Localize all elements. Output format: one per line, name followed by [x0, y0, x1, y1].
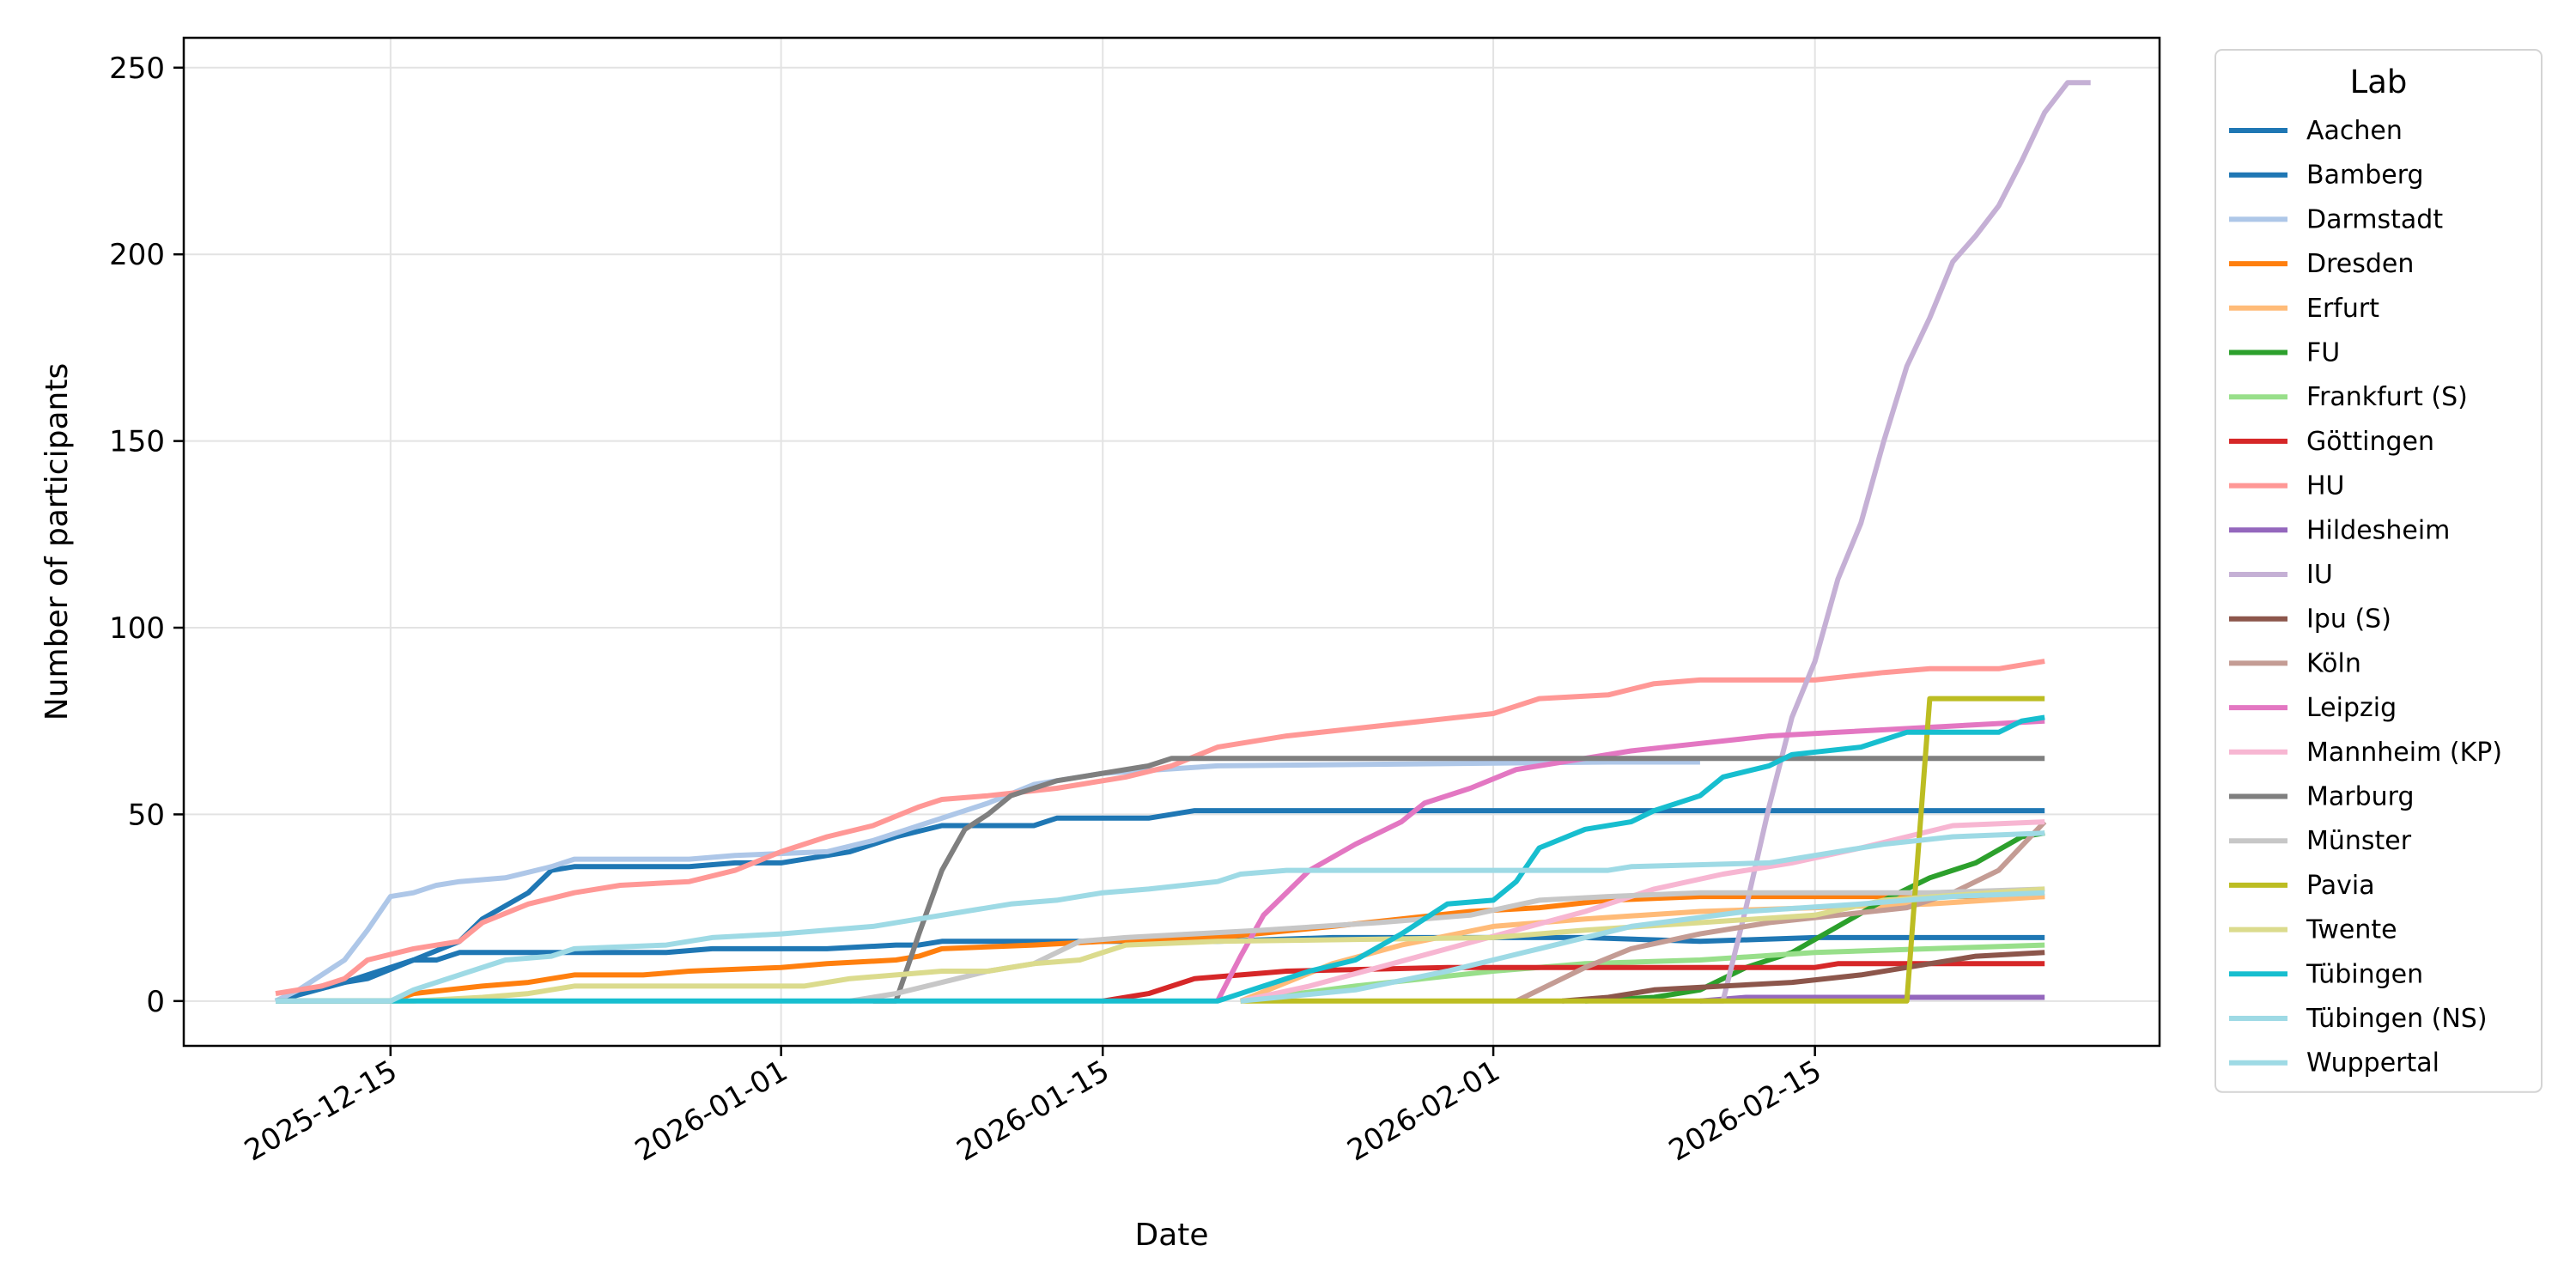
series-line-twente	[276, 886, 2045, 1004]
legend-label-koln: Köln	[2306, 648, 2361, 678]
legend-label-mannheim-kp: Mannheim (KP)	[2306, 738, 2502, 768]
legend-label-erfurt: Erfurt	[2306, 294, 2379, 324]
plot-frame	[182, 36, 2161, 1048]
legend-label-pavia: Pavia	[2306, 871, 2375, 901]
series-line-marburg	[872, 756, 2045, 1004]
y-tick-label: 50	[128, 798, 165, 832]
legend-label-wuppertal: Wuppertal	[2306, 1048, 2439, 1078]
x-axis-title: Date	[1134, 1218, 1208, 1253]
legend-label-hildesheim: Hildesheim	[2306, 515, 2450, 545]
legend-label-tubingen-ns: Tübingen (NS)	[2306, 1004, 2488, 1034]
legend-label-tubingen: Tübingen	[2306, 959, 2423, 989]
legend-title: Lab	[2350, 64, 2408, 100]
legend-label-fu: FU	[2306, 338, 2340, 368]
legend-items: Aachen Bamberg Darmstadt Dresden Erfurt FU Fra…	[2229, 116, 2502, 1078]
y-tick-label: 100	[109, 611, 165, 646]
series-line-tubingen	[276, 714, 2045, 1004]
legend-label-ipu-s: Ipu (S)	[2306, 605, 2391, 635]
series-line-leipzig	[1215, 718, 2045, 1003]
legend-label-gottingen: Göttingen	[2306, 427, 2434, 457]
legend: Lab Aachen Bamberg Darmstadt Dresden Erfurt F…	[2215, 49, 2543, 1093]
legend-box	[2215, 49, 2543, 1093]
y-tick-label: 150	[109, 425, 165, 459]
series-line-pavia	[1240, 696, 2045, 1004]
legend-label-leipzig: Leipzig	[2306, 693, 2397, 723]
series-line-tubingen-ns	[276, 830, 2045, 1004]
y-axis-ticks: 0 50 100 150 200 250	[109, 52, 184, 1019]
legend-label-bamberg: Bamberg	[2306, 161, 2424, 191]
legend-label-hu: HU	[2306, 471, 2345, 501]
series-line-bamberg	[275, 808, 2045, 1004]
legend-label-dresden: Dresden	[2306, 249, 2414, 279]
series-line-fu	[1584, 830, 2045, 1004]
legend-label-twente: Twente	[2306, 915, 2397, 945]
series-lines	[274, 80, 2091, 1004]
y-axis-title: Number of participants	[39, 363, 75, 720]
series-line-ipu-s	[1562, 950, 2045, 1004]
legend-label-aachen: Aachen	[2306, 116, 2403, 146]
y-tick-label: 0	[146, 985, 165, 1019]
series-line-hu	[275, 659, 2045, 997]
legend-label-marburg: Marburg	[2306, 782, 2415, 812]
legend-label-frankfurt-s: Frankfurt (S)	[2306, 382, 2468, 412]
series-line-gottingen	[1102, 961, 2045, 1004]
y-tick-label: 250	[109, 52, 165, 86]
series-line-koln	[1515, 820, 2047, 1004]
legend-label-munster: Münster	[2306, 826, 2412, 856]
y-tick-label: 200	[109, 238, 165, 272]
series-line-iu	[1699, 80, 2091, 1004]
legend-label-darmstadt: Darmstadt	[2306, 204, 2443, 234]
series-line-munster	[849, 886, 2045, 1004]
series-line-wuppertal	[1240, 890, 2045, 1004]
legend-label-iu: IU	[2306, 560, 2333, 590]
series-line-mannheim-kp	[1240, 819, 2045, 1004]
